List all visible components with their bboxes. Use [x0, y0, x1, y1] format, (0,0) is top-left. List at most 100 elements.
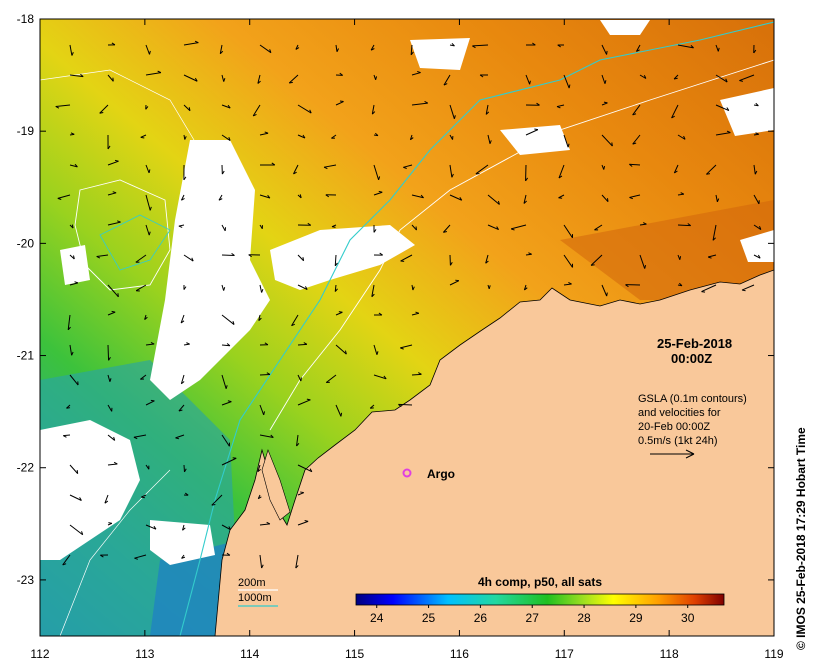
velocity-arrow	[252, 104, 261, 117]
velocity-arrow-head	[99, 112, 104, 114]
velocity-arrow	[335, 101, 344, 106]
velocity-arrow	[371, 104, 375, 115]
velocity-arrow-head	[603, 165, 606, 170]
velocity-arrow	[297, 284, 308, 290]
velocity-arrow-head	[331, 226, 336, 228]
x-axis: 112 113 114 115 116 117 118 119	[30, 19, 784, 661]
argo-float-icon	[402, 468, 412, 478]
map-time: 00:00Z	[671, 351, 712, 366]
velocity-arrow-head	[567, 143, 570, 148]
velocity-arrow	[601, 44, 608, 55]
velocity-arrow-head	[63, 435, 67, 438]
velocity-arrow-head	[149, 206, 152, 211]
velocity-arrow-head	[378, 190, 383, 193]
velocity-arrow-head	[140, 136, 145, 139]
velocity-arrow-head	[671, 115, 675, 119]
legend-1000m-label: 1000m	[238, 592, 272, 604]
velocity-arrow	[134, 554, 147, 559]
velocity-arrow	[221, 314, 235, 325]
velocity-arrow-head	[148, 231, 151, 236]
velocity-arrow	[99, 104, 109, 114]
velocity-arrow-head	[300, 491, 304, 494]
velocity-arrow	[221, 401, 232, 406]
velocity-arrow	[715, 104, 730, 112]
velocity-arrow	[180, 374, 185, 384]
velocity-arrow-head	[232, 320, 235, 325]
x-tick-label: 117	[555, 647, 574, 661]
velocity-arrow-head	[707, 256, 712, 259]
velocity-arrow-head	[556, 106, 561, 109]
velocity-arrow-head	[107, 145, 111, 150]
velocity-arrow	[334, 284, 337, 292]
velocity-arrow-head	[412, 286, 415, 291]
velocity-arrow	[69, 524, 83, 536]
velocity-arrow-head	[378, 312, 383, 316]
velocity-arrow-head	[70, 132, 75, 135]
velocity-arrow-head	[109, 378, 112, 382]
velocity-arrow-head	[525, 177, 529, 182]
colorbar-ticks: 24 25 26 27 28 29 30	[370, 605, 695, 625]
velocity-arrow-head	[55, 106, 60, 109]
gsla-line3: 20-Feb 00:00Z	[638, 421, 710, 433]
velocity-arrow	[145, 72, 162, 76]
velocity-arrow-head	[726, 107, 730, 111]
velocity-arrow-head	[340, 412, 343, 417]
velocity-arrow-head	[403, 166, 407, 169]
velocity-arrow	[183, 343, 190, 346]
velocity-arrow	[69, 374, 79, 386]
contour-200m	[269, 59, 774, 431]
map-plot-area: Argo 25-Feb-2018 00:00Z GSLA (0.1m conto…	[40, 19, 774, 636]
velocity-arrow	[107, 74, 114, 82]
velocity-arrow	[221, 284, 225, 291]
velocity-arrow	[442, 224, 451, 233]
velocity-arrow	[259, 44, 272, 54]
velocity-arrow	[449, 194, 462, 201]
velocity-arrow-head	[226, 343, 231, 347]
velocity-arrow-head	[111, 310, 116, 313]
velocity-arrow-head	[383, 375, 387, 380]
velocity-arrow-head	[261, 564, 264, 569]
velocity-arrow-head	[299, 194, 302, 198]
velocity-arrow-head	[175, 437, 180, 440]
velocity-arrow-head	[398, 404, 402, 407]
velocity-arrow-head	[79, 497, 82, 501]
velocity-arrow-head	[453, 115, 456, 119]
velocity-arrow-head	[629, 196, 634, 200]
velocity-arrow-head	[183, 286, 187, 290]
velocity-arrow	[145, 194, 151, 211]
velocity-arrow	[487, 134, 491, 144]
velocity-arrow	[563, 224, 573, 239]
velocity-arrow-head	[257, 80, 261, 84]
velocity-arrow-head	[741, 289, 746, 292]
velocity-arrow	[671, 104, 679, 119]
velocity-arrow-head	[181, 556, 186, 559]
velocity-arrow-head	[485, 260, 489, 264]
velocity-arrow-head	[184, 136, 187, 140]
velocity-arrow	[510, 224, 527, 230]
velocity-arrow-head	[302, 134, 306, 139]
velocity-arrow-head	[80, 73, 84, 77]
velocity-arrow	[443, 74, 451, 86]
velocity-arrow-head	[71, 52, 74, 56]
velocity-arrow-head	[415, 311, 420, 314]
velocity-arrow	[753, 224, 762, 230]
velocity-arrow-head	[725, 78, 728, 83]
velocity-arrow	[221, 457, 237, 466]
velocity-arrow-head	[306, 398, 311, 401]
velocity-arrow	[221, 434, 230, 447]
velocity-arrow	[563, 254, 573, 268]
velocity-arrow-head	[680, 192, 685, 195]
colorbar-tick-label: 30	[681, 611, 695, 625]
velocity-arrow-head	[679, 256, 682, 260]
velocity-arrow	[145, 524, 157, 530]
velocity-arrow	[741, 284, 755, 291]
velocity-arrow-head	[344, 350, 347, 355]
velocity-arrow	[335, 404, 342, 417]
velocity-arrow	[69, 44, 73, 56]
velocity-arrow-head	[252, 113, 257, 117]
velocity-arrow-head	[757, 254, 761, 259]
velocity-arrow-head	[479, 74, 484, 78]
velocity-arrow-head	[532, 42, 536, 46]
velocity-arrow	[180, 314, 185, 324]
velocity-arrow-head	[225, 385, 228, 389]
